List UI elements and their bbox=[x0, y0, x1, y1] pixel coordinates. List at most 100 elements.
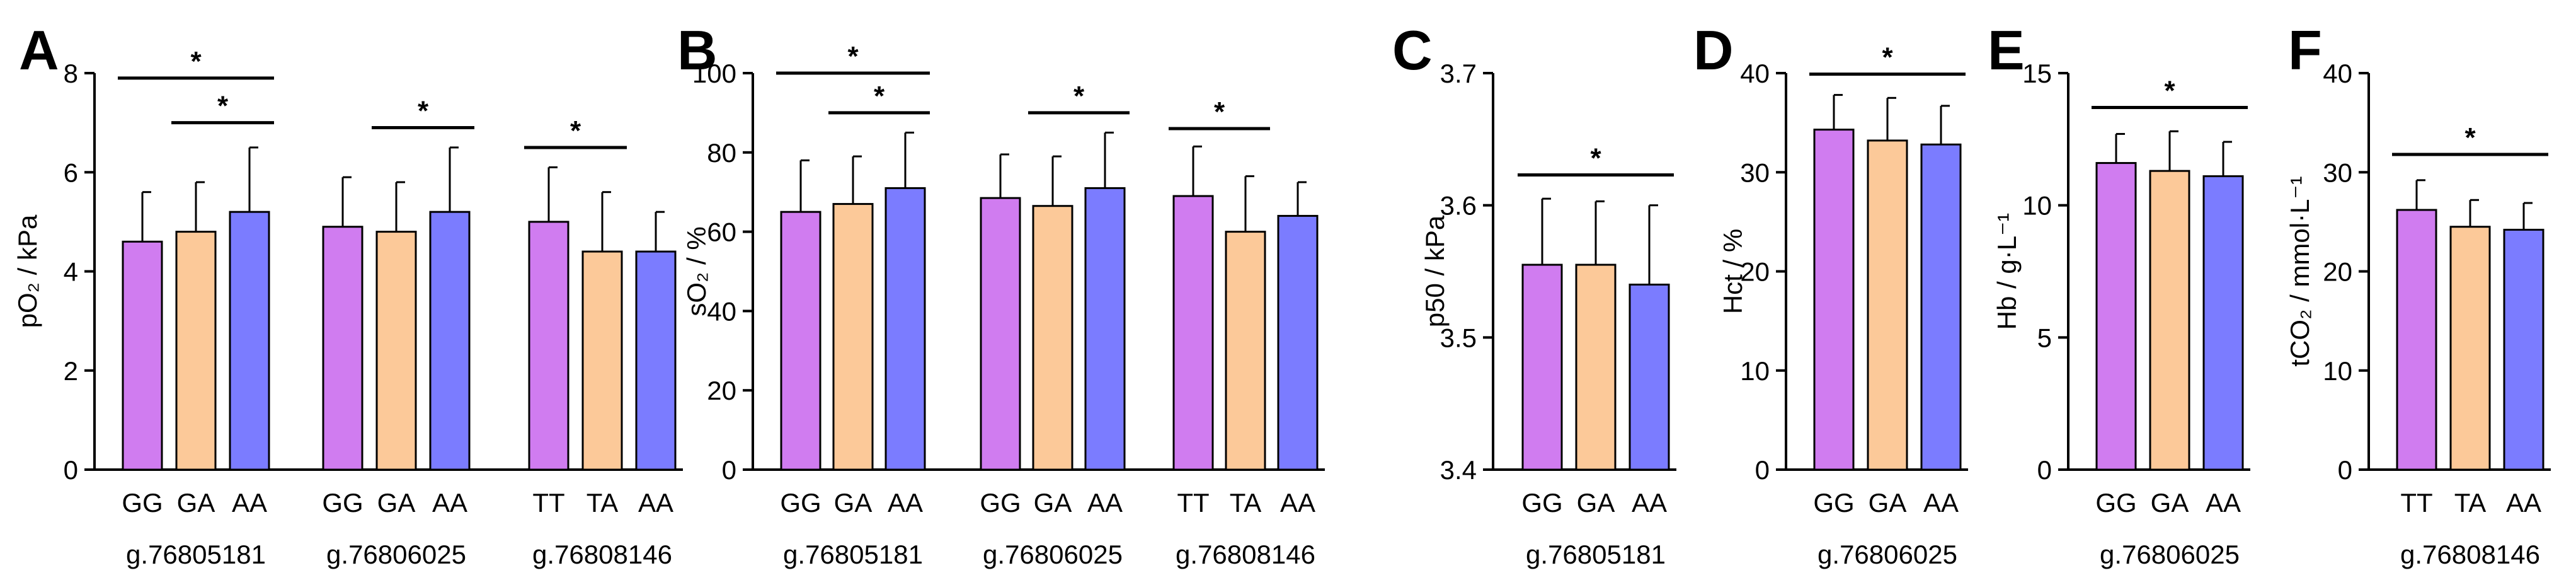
x-tick-label: TT bbox=[1177, 488, 1209, 518]
bar-ga bbox=[375, 231, 417, 471]
y-tick-label: 2 bbox=[64, 356, 78, 386]
y-tick-label: 10 bbox=[2022, 191, 2052, 221]
bar-aa bbox=[2503, 228, 2545, 471]
x-tick-label: GA bbox=[834, 488, 873, 518]
x-tick-label: GA bbox=[1869, 488, 1907, 518]
bar-aa bbox=[1629, 283, 1670, 471]
bar-gg bbox=[122, 240, 163, 471]
significance-star: * bbox=[2464, 122, 2476, 153]
x-tick-label: AA bbox=[2206, 488, 2241, 518]
group-label: g.76806025 bbox=[2100, 540, 2240, 569]
significance-star: * bbox=[190, 46, 202, 77]
y-tick-label: 0 bbox=[2037, 455, 2052, 485]
bar-gg bbox=[780, 211, 821, 471]
bar-gg bbox=[2095, 162, 2137, 471]
x-tick-label: GG bbox=[780, 488, 821, 518]
bar-tt bbox=[2396, 209, 2437, 471]
panel-label: E bbox=[1988, 19, 2025, 81]
y-tick-label: 20 bbox=[2323, 257, 2352, 287]
y-axis-label: Hb / g·L⁻¹ bbox=[1992, 213, 2022, 330]
group-label: g.76805181 bbox=[1526, 540, 1666, 569]
panel-label: A bbox=[19, 19, 59, 81]
y-tick-label: 10 bbox=[2323, 356, 2352, 386]
bar-aa bbox=[1920, 143, 1962, 471]
x-tick-label: GA bbox=[1034, 488, 1072, 518]
y-tick-label: 60 bbox=[707, 217, 736, 247]
y-tick-label: 10 bbox=[1740, 356, 1770, 386]
panel-f: F 0 10 20 30 40 tCO₂ / mmol·L⁻¹ TT TA AA g.7680814… bbox=[2285, 19, 2551, 569]
x-tick-label: AA bbox=[888, 488, 923, 518]
x-tick-label: GG bbox=[1813, 488, 1854, 518]
bar-tt bbox=[1172, 195, 1214, 471]
panel-label: F bbox=[2288, 19, 2322, 81]
x-tick-label: GG bbox=[322, 488, 363, 518]
x-tick-label: GA bbox=[1577, 488, 1615, 518]
y-axis-label: pO₂ / kPa bbox=[13, 214, 42, 328]
group-label: g.76808146 bbox=[2400, 540, 2540, 569]
x-tick-label: GA bbox=[2151, 488, 2189, 518]
x-tick-label: GG bbox=[122, 488, 163, 518]
y-tick-label: 15 bbox=[2022, 59, 2052, 88]
bar-aa bbox=[429, 211, 471, 471]
bar-gg bbox=[322, 226, 364, 471]
x-tick-label: AA bbox=[1087, 488, 1123, 518]
y-tick-label: 100 bbox=[692, 59, 736, 88]
y-axis-label: sO₂ / % bbox=[682, 226, 711, 316]
panel-c: C 3.4 3.5 3.6 3.7 p50 / kPa GG GA AA g.76805181 * bbox=[1392, 19, 1676, 569]
bar-aa bbox=[884, 187, 926, 471]
bar-aa bbox=[1277, 214, 1319, 471]
bar-ta bbox=[2449, 226, 2491, 471]
significance-star: * bbox=[847, 41, 859, 72]
bar-tt bbox=[528, 221, 570, 471]
y-tick-label: 40 bbox=[2323, 59, 2352, 88]
significance-star: * bbox=[874, 81, 885, 112]
y-axis-label: Hct / % bbox=[1718, 229, 1748, 314]
y-tick-label: 0 bbox=[1755, 455, 1770, 485]
x-tick-label: GG bbox=[1521, 488, 1562, 518]
significance-star: * bbox=[418, 95, 429, 126]
y-tick-label: 20 bbox=[1740, 257, 1770, 287]
y-tick-label: 5 bbox=[2037, 323, 2052, 352]
bar-aa bbox=[2202, 175, 2244, 471]
y-tick-label: 30 bbox=[2323, 158, 2352, 187]
group-label: g.76806025 bbox=[1818, 540, 1957, 569]
x-tick-label: GG bbox=[980, 488, 1021, 518]
x-tick-label: TA bbox=[1230, 488, 1262, 518]
bar-gg bbox=[1521, 264, 1563, 471]
x-tick-label: GG bbox=[2095, 488, 2136, 518]
x-tick-label: TT bbox=[2400, 488, 2432, 518]
bar-aa bbox=[1084, 187, 1126, 471]
x-tick-label: AA bbox=[1280, 488, 1315, 518]
y-tick-label: 0 bbox=[722, 455, 736, 485]
bar-aa bbox=[229, 211, 270, 471]
bar-ga bbox=[2149, 170, 2190, 471]
panel-a: A 0 2 4 6 8 pO₂ / kPa GG GA AA g.76805181 GG GA AA g.7… bbox=[13, 19, 683, 569]
group-label: g.76806025 bbox=[983, 540, 1123, 569]
group-label: g.76808146 bbox=[1176, 540, 1315, 569]
y-tick-label: 40 bbox=[707, 296, 736, 326]
bar-ga bbox=[1867, 139, 1908, 471]
panel-d: D 0 10 20 30 40 Hct / % GG GA AA g.76806025 * bbox=[1693, 19, 1968, 569]
y-tick-label: 80 bbox=[707, 138, 736, 168]
bar-ga bbox=[832, 203, 874, 471]
panel-e: E 0 5 10 15 Hb / g·L⁻¹ GG GA AA g.76806025 * bbox=[1988, 19, 2250, 569]
x-tick-label: TT bbox=[532, 488, 564, 518]
y-axis-label: tCO₂ / mmol·L⁻¹ bbox=[2285, 176, 2315, 366]
significance-star: * bbox=[1590, 142, 1601, 173]
panel-label: D bbox=[1693, 19, 1734, 81]
y-tick-label: 3.5 bbox=[1440, 323, 1477, 352]
y-tick-label: 0 bbox=[2338, 455, 2352, 485]
significance-star: * bbox=[1882, 42, 1893, 73]
significance-star: * bbox=[217, 91, 229, 122]
y-tick-label: 20 bbox=[707, 376, 736, 405]
x-tick-label: GA bbox=[377, 488, 416, 518]
group-label: g.76808146 bbox=[532, 540, 672, 569]
bar-gg bbox=[1813, 129, 1855, 471]
bar-gg bbox=[980, 197, 1021, 471]
group-label: g.76805181 bbox=[126, 540, 266, 569]
bar-ta bbox=[581, 250, 623, 471]
significance-star: * bbox=[2164, 76, 2175, 107]
panel-label: C bbox=[1392, 19, 1433, 81]
bar-aa bbox=[635, 250, 677, 471]
